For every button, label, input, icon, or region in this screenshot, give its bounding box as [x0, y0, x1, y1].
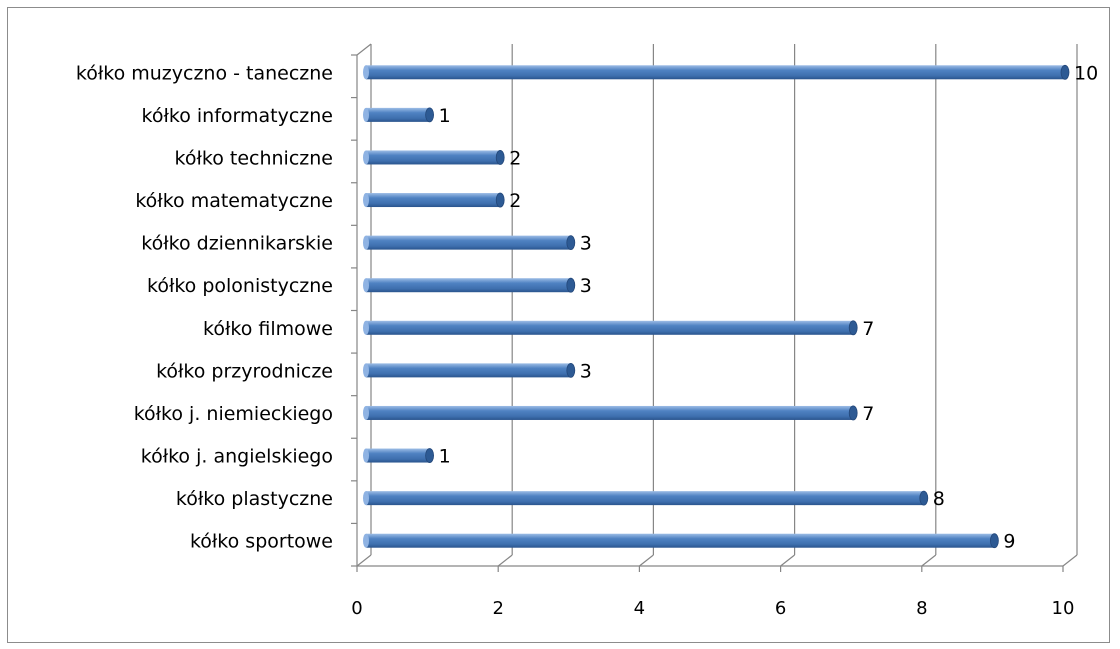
bar-start-cap: [363, 278, 369, 293]
gridline-floor: [639, 554, 654, 567]
category-label: kółko techniczne: [175, 147, 333, 169]
x-tick-label: 2: [492, 598, 503, 619]
bar-start-cap: [363, 193, 369, 208]
category-label: kółko informatyczne: [142, 105, 333, 127]
data-label: 2: [509, 147, 521, 169]
data-label: 8: [933, 488, 945, 510]
bar-cap: [566, 277, 576, 293]
bar: [366, 533, 995, 548]
bar-cap: [566, 235, 576, 251]
bar-cap: [495, 150, 505, 165]
category-label: kółko matematyczne: [135, 190, 333, 212]
bar: [366, 448, 430, 463]
bar: [366, 65, 1065, 80]
bar-cap: [425, 448, 435, 463]
bar-start-cap: [363, 405, 369, 420]
x-tick-label: 8: [916, 598, 927, 619]
x-tick-label: 6: [775, 598, 786, 619]
gridline-floor: [356, 554, 372, 567]
data-label: 10: [1074, 62, 1098, 84]
x-tick-label: 0: [351, 598, 362, 619]
category-label: kółko j. niemieckiego: [134, 403, 333, 425]
data-label: 3: [580, 233, 592, 255]
data-label: 7: [862, 403, 874, 425]
bar-cap: [848, 405, 858, 421]
bar: [366, 235, 571, 250]
bar: [366, 150, 501, 165]
side-wall-top: [356, 43, 372, 56]
category-label: kółko plastyczne: [176, 488, 333, 510]
category-label: kółko muzyczno - taneczne: [76, 62, 333, 84]
data-label: 1: [439, 105, 451, 127]
bar: [366, 107, 430, 122]
category-label: kółko j. angielskiego: [141, 446, 333, 468]
bar-cap: [1060, 64, 1070, 80]
x-tick-label: 10: [1052, 598, 1075, 619]
data-label: 3: [580, 275, 592, 297]
category-label: kółko filmowe: [203, 318, 333, 340]
bar-start-cap: [363, 320, 369, 335]
category-label: kółko polonistyczne: [147, 275, 333, 297]
bar-start-cap: [363, 533, 369, 548]
bar: [366, 320, 854, 335]
bar-cap: [495, 192, 505, 208]
bar: [366, 491, 924, 506]
bar-start-cap: [363, 363, 369, 378]
bar-start-cap: [363, 448, 369, 463]
bar-start-cap: [363, 65, 369, 80]
bar: [366, 405, 854, 420]
data-label: 3: [580, 360, 592, 382]
bar-cap: [425, 107, 435, 123]
bar: [366, 193, 501, 208]
gridline-floor: [1062, 554, 1078, 567]
bar: [366, 278, 571, 293]
bar-cap: [919, 490, 929, 506]
bar-start-cap: [363, 235, 369, 250]
data-label: 7: [862, 318, 874, 340]
bar-cap: [990, 533, 999, 549]
data-label: 2: [509, 190, 521, 212]
bar: [366, 363, 571, 378]
axis-layer: [351, 43, 1064, 572]
bar-start-cap: [363, 491, 369, 506]
gridline-floor: [497, 554, 513, 567]
category-label: kółko sportowe: [190, 531, 333, 553]
label-layer: 0 2 4 6 8 10 kółko sportowe 9 kółko plastyczne 8 k…: [76, 62, 1098, 619]
gridline-floor: [921, 554, 937, 567]
category-label: kółko dziennikarskie: [141, 233, 333, 255]
bar-cap: [848, 320, 858, 336]
bar-cap: [566, 362, 576, 378]
bar-start-cap: [363, 107, 369, 122]
data-label: 1: [439, 446, 451, 468]
data-label: 9: [1003, 531, 1015, 553]
bar-start-cap: [363, 150, 369, 165]
grid-layer: [356, 44, 1078, 567]
category-label: kółko przyrodnicze: [156, 360, 333, 382]
x-tick-label: 4: [634, 598, 645, 619]
bar-layer: [363, 64, 1070, 549]
gridline-floor: [780, 554, 795, 567]
